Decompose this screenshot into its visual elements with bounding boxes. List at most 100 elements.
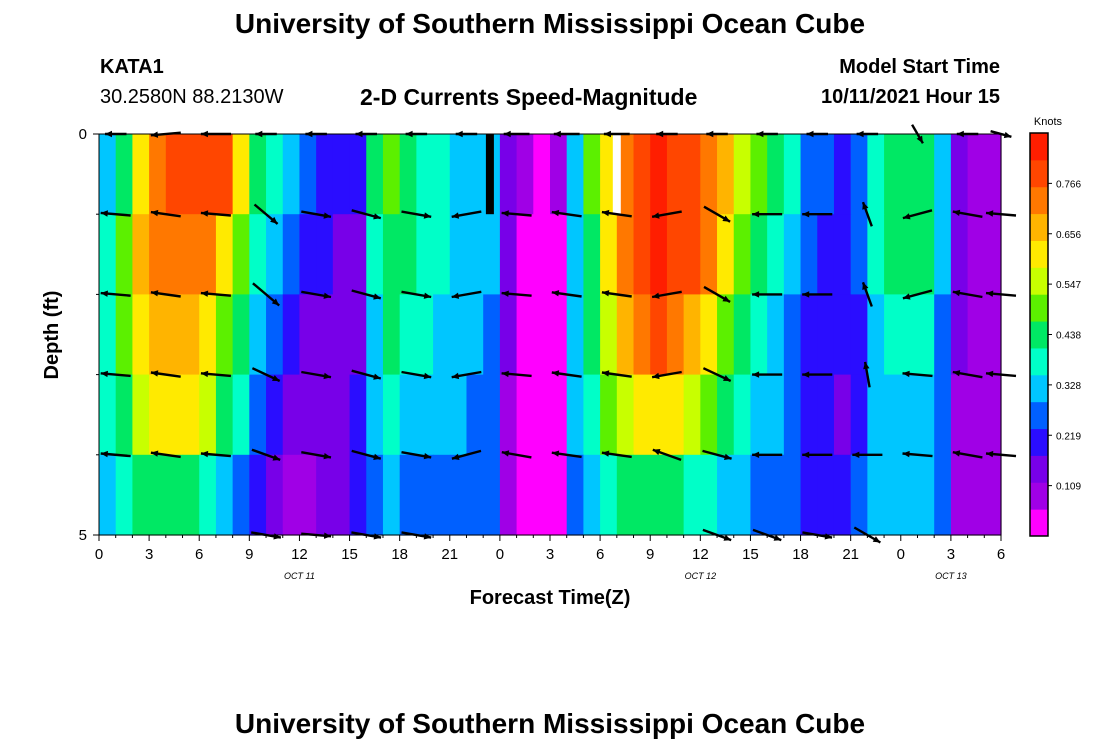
heatmap-cell xyxy=(934,294,952,376)
current-vector-arrow xyxy=(802,211,833,218)
heatmap-cell xyxy=(950,134,969,215)
arrow-head xyxy=(272,454,281,461)
heatmap-cell xyxy=(750,454,768,536)
heatmap-cell xyxy=(149,214,167,295)
arrow-head xyxy=(373,373,381,380)
heatmap-cell xyxy=(800,454,818,536)
current-vector-arrow xyxy=(952,209,983,218)
arrow-head xyxy=(863,361,870,370)
heatmap-cell xyxy=(583,134,601,215)
heatmap-cell xyxy=(900,294,919,376)
colorbar-segment xyxy=(1030,133,1048,161)
arrow-head xyxy=(150,370,159,377)
current-vector-arrow xyxy=(902,450,933,458)
heatmap-cell xyxy=(817,134,835,215)
current-vector-arrow xyxy=(401,370,432,380)
arrow-head xyxy=(501,370,509,378)
date-label: OCT 11 xyxy=(284,571,315,581)
arrow-head xyxy=(724,453,732,460)
colorbar-segment xyxy=(1030,374,1048,403)
heatmap-cell xyxy=(850,294,868,376)
current-vector-arrow xyxy=(351,449,382,460)
model-start-value: 10/11/2021 Hour 15 xyxy=(820,86,1000,108)
x-tick-label: 0 xyxy=(496,546,504,563)
station-id: KATA1 xyxy=(100,56,164,78)
heatmap-cell xyxy=(366,294,384,376)
heatmap-cell xyxy=(516,214,534,295)
current-vector-arrow xyxy=(150,290,181,298)
heatmap-cell xyxy=(266,454,284,536)
heatmap-cell xyxy=(733,134,752,215)
x-tick-label: 3 xyxy=(145,546,153,563)
page-title: University of Southern Mississippi Ocean… xyxy=(234,8,866,39)
current-vector-arrow xyxy=(351,209,382,220)
heatmap-cell xyxy=(483,374,501,456)
arrow-head xyxy=(986,370,994,378)
arrow-head xyxy=(652,372,660,380)
heatmap-cell xyxy=(249,214,267,295)
heatmap-cell xyxy=(884,374,902,456)
heatmap-cell xyxy=(833,134,852,215)
heatmap-cell xyxy=(917,294,935,376)
heatmap-cell xyxy=(700,294,718,376)
heatmap-cell xyxy=(182,374,200,456)
heatmap-cell xyxy=(215,294,234,376)
current-vector-arrow xyxy=(251,448,281,462)
arrow-head xyxy=(723,534,732,541)
heatmap-cell xyxy=(382,134,401,215)
heatmap-cell xyxy=(266,294,284,376)
heatmap-cell xyxy=(850,454,868,536)
heatmap-cell xyxy=(466,454,484,536)
arrow-head xyxy=(752,291,760,298)
current-vector-arrow xyxy=(651,210,682,219)
x-tick-label: 6 xyxy=(997,546,1005,563)
heatmap-cell xyxy=(650,214,668,295)
x-tick-label: 15 xyxy=(341,546,358,563)
heatmap-cell xyxy=(600,214,618,295)
arrow-head xyxy=(551,450,560,457)
heatmap-cell xyxy=(466,294,484,376)
heatmap-cells xyxy=(99,134,1002,536)
arrow-head xyxy=(451,372,460,380)
heatmap-cell xyxy=(499,454,518,536)
heatmap-cell xyxy=(917,214,935,295)
heatmap-cell xyxy=(416,294,434,376)
heatmap-cell xyxy=(616,134,635,215)
arrow-head xyxy=(952,209,961,216)
heatmap-cell xyxy=(433,294,451,376)
heatmap-cell xyxy=(282,214,301,295)
arrow-head xyxy=(271,298,280,306)
arrow-head xyxy=(100,450,108,458)
heatmap-cell xyxy=(449,134,468,215)
heatmap-cell xyxy=(299,454,317,536)
current-vector-arrow xyxy=(702,367,732,383)
current-vector-arrow xyxy=(752,451,783,458)
heatmap-cell xyxy=(215,374,234,456)
heatmap-cell xyxy=(967,134,985,215)
heatmap-cell xyxy=(215,454,234,536)
colorbar-segment xyxy=(1030,482,1048,510)
heatmap-cell xyxy=(884,134,902,215)
heatmap-cell xyxy=(416,214,434,295)
heatmap-cell xyxy=(199,294,217,376)
x-tick-label: 0 xyxy=(897,546,905,563)
heatmap-cell xyxy=(650,454,668,536)
heatmap-cell xyxy=(850,214,868,295)
heatmap-cell xyxy=(533,294,551,376)
current-vector-arrow xyxy=(802,371,833,378)
heatmap-cell xyxy=(533,134,551,215)
heatmap-cell xyxy=(583,294,601,376)
heatmap-cell xyxy=(884,214,902,295)
heatmap-cell xyxy=(583,454,601,536)
heatmap-cell xyxy=(132,214,150,295)
arrow-head xyxy=(723,375,731,381)
heatmap-cell xyxy=(783,214,802,295)
colorbar-segment xyxy=(1030,428,1048,456)
heatmap-cell xyxy=(767,214,785,295)
heatmap-cell xyxy=(132,294,150,376)
heatmap-cell xyxy=(215,214,234,295)
arrow-head xyxy=(601,450,610,457)
heatmap-cell xyxy=(99,374,117,456)
heatmap-cell xyxy=(767,134,785,215)
arrow-head xyxy=(752,211,760,218)
